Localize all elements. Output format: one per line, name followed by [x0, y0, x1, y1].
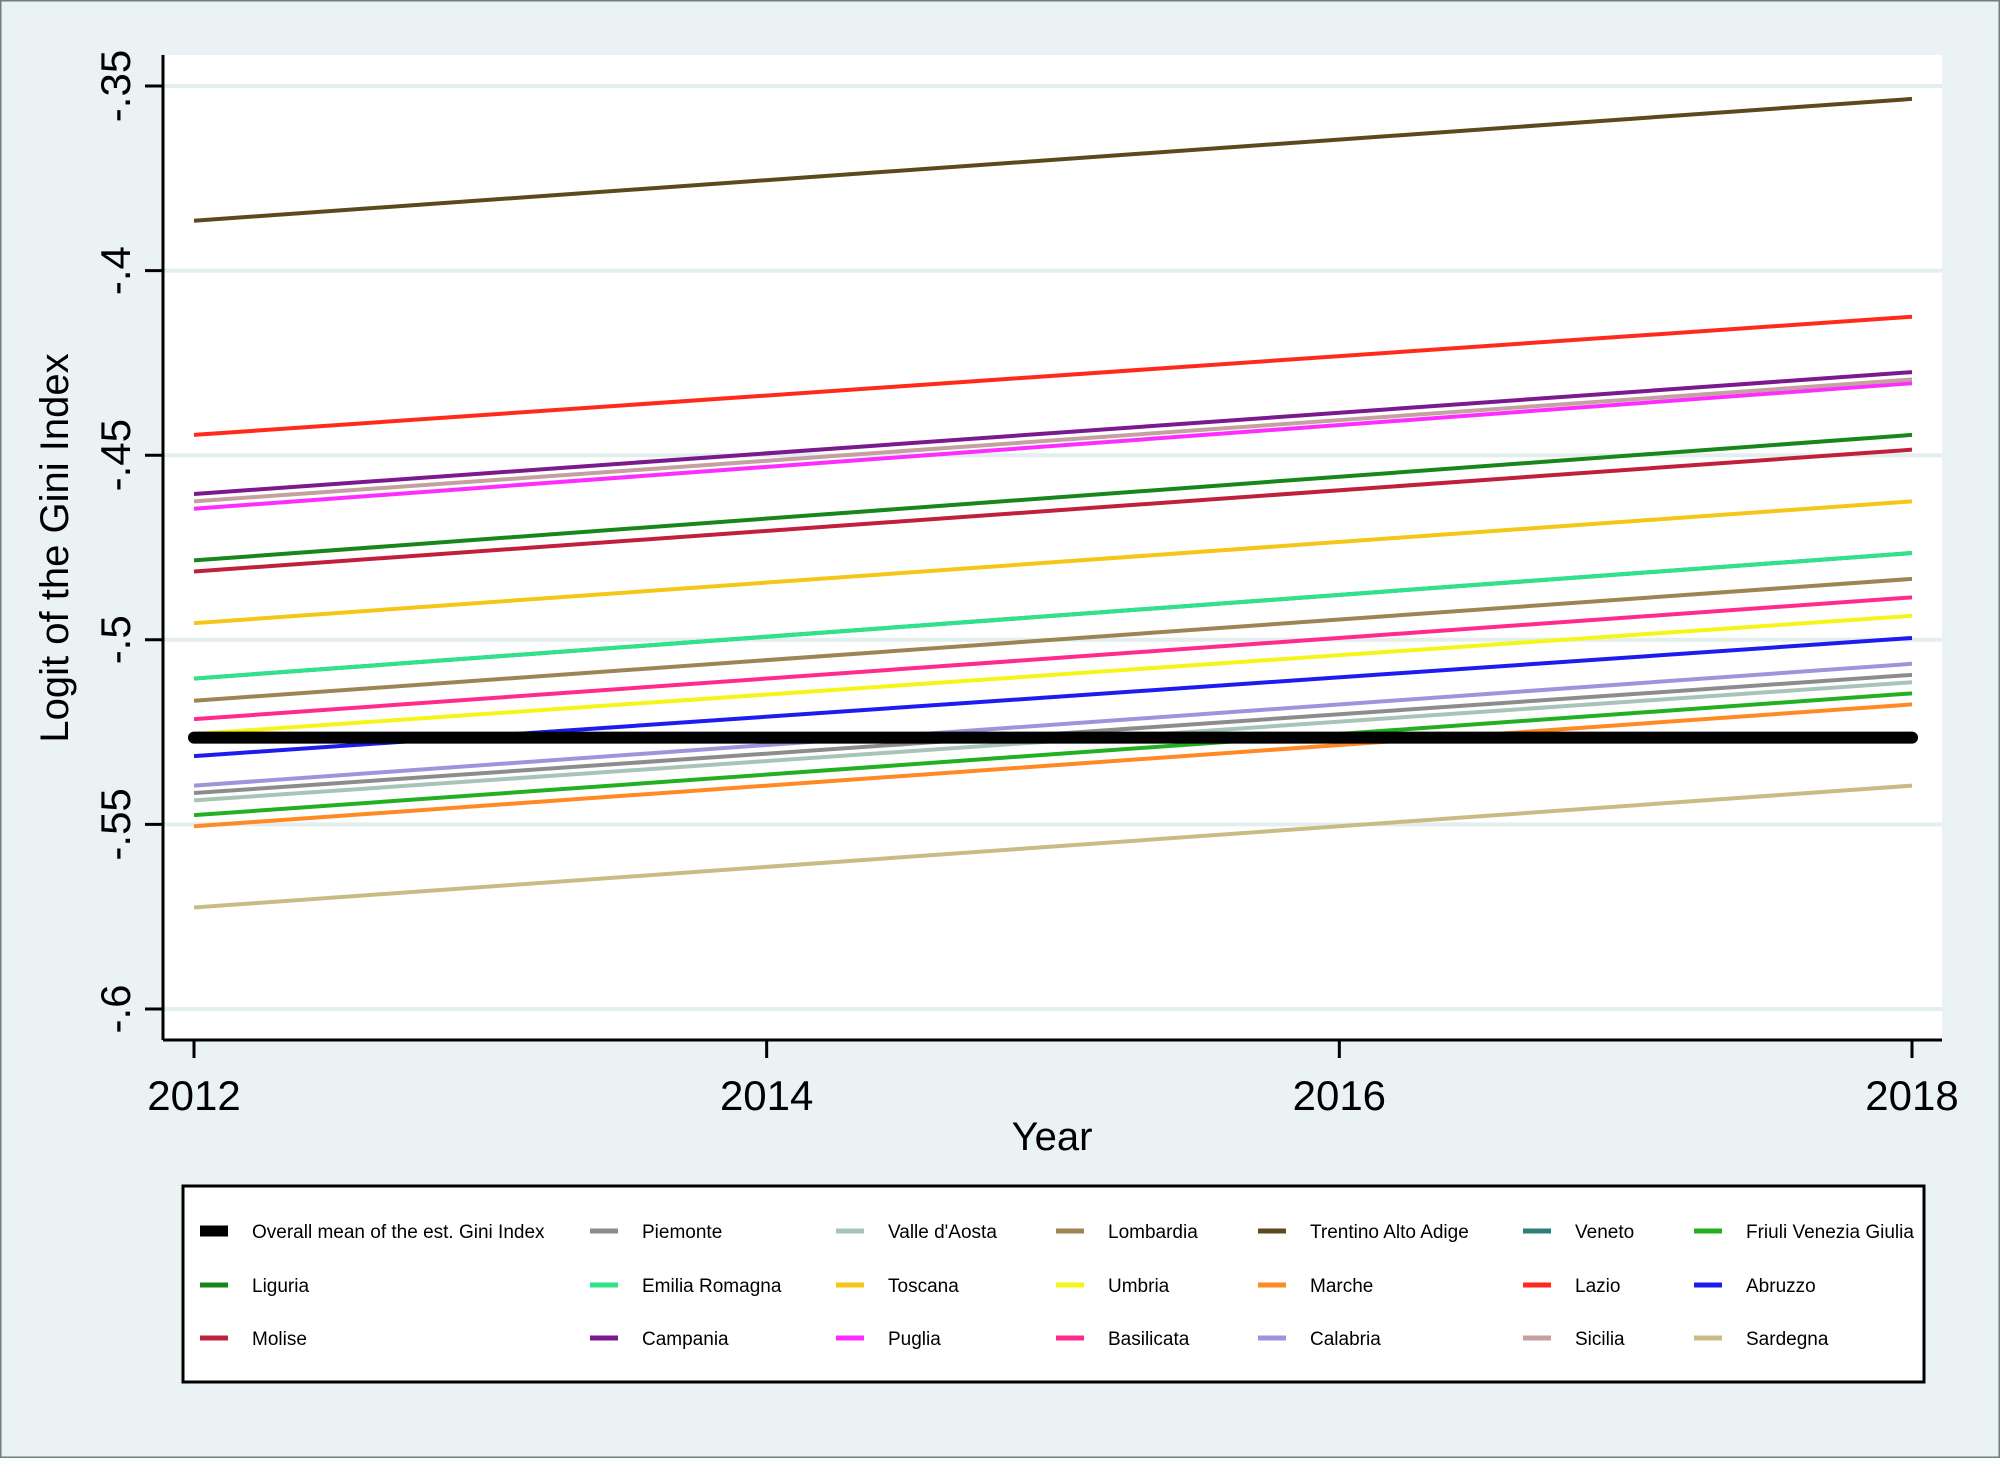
legend-label: Sardegna: [1746, 1329, 1829, 1350]
series-line-trentino-alto-adige: [193, 96, 1913, 223]
series-lines: [188, 96, 1918, 910]
series-line-umbria: [193, 613, 1913, 736]
legend-label: Puglia: [888, 1329, 941, 1350]
series-line-marche: [193, 702, 1913, 829]
legend-label: Friuli Venezia Giulia: [1746, 1222, 1914, 1243]
x-tick-label: 2016: [1293, 1072, 1386, 1119]
series-line-campania: [193, 370, 1913, 496]
series-line-calabria: [193, 661, 1913, 788]
legend-box: [181, 1184, 1926, 1384]
legend-label: Trentino Alto Adige: [1310, 1222, 1469, 1243]
legend-label: Veneto: [1575, 1222, 1634, 1243]
series-line-liguria: [193, 432, 1913, 563]
legend-label: Basilicata: [1108, 1329, 1190, 1350]
legend: Overall mean of the est. Gini Index Piemo…: [181, 1184, 1926, 1384]
x-axis-title: Year: [1012, 1115, 1093, 1159]
legend-label: Umbria: [1108, 1276, 1170, 1297]
legend-label: Lazio: [1575, 1276, 1620, 1297]
series-line-toscana: [193, 499, 1913, 626]
legend-label: Liguria: [252, 1276, 309, 1297]
x-tick-label: 2014: [720, 1072, 813, 1119]
legend-label: Toscana: [888, 1276, 959, 1297]
series-line-lazio: [193, 314, 1913, 437]
legend-label: Molise: [252, 1329, 307, 1350]
y-axis-title: Logit of the Gini Index: [33, 353, 77, 742]
series-line-molise: [193, 447, 1913, 574]
legend-label: Valle d'Aosta: [888, 1222, 997, 1243]
axes: -.6 -.55 -.5 -.45 -.4 -.35 2012 2014 2016 2018: [92, 50, 1959, 1119]
legend-label: Overall mean of the est. Gini Index: [252, 1222, 545, 1243]
legend-label: Lombardia: [1108, 1222, 1198, 1243]
series-line-emilia-romagna: [193, 551, 1913, 681]
legend-label: Abruzzo: [1746, 1276, 1816, 1297]
legend-label: Calabria: [1310, 1329, 1381, 1350]
y-tick-label: -.55: [92, 788, 139, 860]
y-tick-label: -.6: [92, 984, 139, 1033]
series-line-sardegna: [193, 783, 1913, 910]
series-line-sicilia: [193, 377, 1913, 504]
y-tick-label: -.45: [92, 419, 139, 491]
legend-label: Marche: [1310, 1276, 1373, 1297]
y-tick-label: -.5: [92, 615, 139, 664]
y-tick-label: -.4: [92, 246, 139, 295]
legend-label: Sicilia: [1575, 1329, 1625, 1350]
legend-label: Emilia Romagna: [642, 1276, 782, 1297]
series-line-lombardia: [193, 576, 1913, 703]
legend-label: Piemonte: [642, 1222, 722, 1243]
series-line-basilicata: [193, 595, 1913, 722]
plot-area: [163, 55, 1942, 1040]
y-tick-label: -.35: [92, 50, 139, 122]
x-tick-label: 2012: [147, 1072, 240, 1119]
series-line-friuli-venezia-giulia: [193, 691, 1913, 818]
series-line-puglia: [193, 381, 1913, 511]
legend-label: Campania: [642, 1329, 729, 1350]
x-tick-label: 2018: [1865, 1072, 1958, 1119]
